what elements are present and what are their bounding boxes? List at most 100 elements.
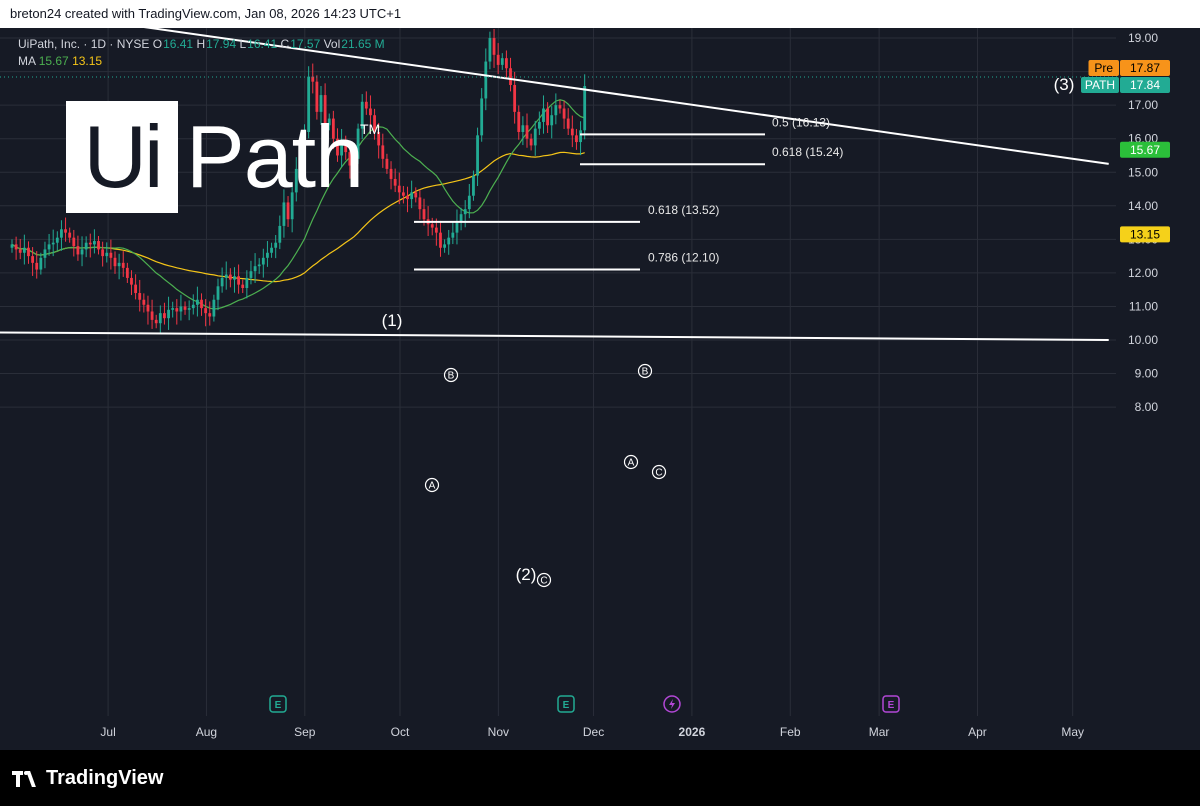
logo-wordmark: Path [186, 107, 364, 206]
chart-legend: UiPath, Inc. · 1D · NYSE O16.41 H17.94 L… [18, 36, 385, 70]
symbol-name[interactable]: UiPath, Inc. · 1D · NYSE [18, 37, 150, 51]
price-tick-label: 15.00 [1128, 165, 1158, 179]
candle-body [373, 115, 376, 132]
wave-label: C [540, 576, 547, 587]
candle-body [142, 299, 146, 305]
ma-fast-line [11, 99, 585, 310]
time-tick-label: Apr [968, 725, 987, 739]
candle-body [117, 262, 121, 267]
price-tick-label: 8.00 [1135, 400, 1159, 414]
time-tick-label: 2026 [679, 725, 706, 739]
candle-body [344, 142, 348, 153]
candle-body [68, 232, 72, 238]
candle-body [550, 115, 554, 126]
candle-body [439, 232, 442, 248]
candle-body [389, 168, 393, 179]
candle-body [261, 257, 265, 265]
wave-label-circle [623, 454, 639, 470]
high-label: H [196, 37, 206, 51]
price-tick-label: 17.00 [1128, 98, 1158, 112]
candle-body [249, 271, 253, 278]
price-tick-label: 14.00 [1128, 199, 1158, 213]
candle-body [47, 244, 51, 250]
fib-level-label: 0.618 (15.24) [772, 145, 843, 159]
earnings-marker-icon [269, 695, 287, 713]
candle-body [93, 241, 96, 245]
candle-body [101, 249, 105, 257]
candle-body [418, 197, 422, 210]
candle-body [51, 242, 55, 245]
candle-body [64, 229, 67, 233]
candle-body [55, 237, 59, 243]
candle-body [109, 252, 113, 258]
price-badge-label-bg [1081, 76, 1119, 93]
price-tick-label: 12.00 [1128, 266, 1158, 280]
price-badge-label-bg [1088, 59, 1119, 76]
candle-body [406, 195, 409, 200]
credit-bar: breton24 created with TradingView.com, J… [0, 0, 1200, 28]
candle-body [204, 308, 208, 314]
candle-body [505, 58, 508, 69]
candle-body [484, 61, 488, 99]
ma-label[interactable]: MA [18, 54, 36, 68]
candle-body [146, 304, 150, 312]
candle-body [290, 192, 294, 220]
candle-body [377, 131, 381, 146]
earnings-marker-letter: E [275, 700, 282, 711]
candle-body [472, 175, 475, 196]
credit-text: breton24 created with TradingView.com, J… [10, 6, 402, 21]
candle-body [579, 130, 582, 143]
open-label: O [152, 37, 163, 51]
candle-body [369, 108, 372, 116]
candle-body [10, 244, 14, 248]
candle-body [253, 266, 257, 272]
candle-body [220, 277, 224, 287]
candle-body [39, 257, 43, 270]
candle-body [294, 168, 298, 193]
price-tick-label: 11.00 [1129, 299, 1158, 313]
ma-slow-value: 13.15 [72, 54, 103, 68]
candle-body [171, 308, 175, 310]
candle-body [575, 135, 578, 143]
candle-body [311, 76, 315, 82]
candle-body [113, 257, 117, 267]
price-badge-bg [1120, 226, 1170, 243]
wave-label-circle [536, 572, 552, 588]
low-label: L [239, 37, 247, 51]
candle-body [27, 247, 30, 257]
time-tick-label: Jul [100, 725, 115, 739]
candle-body [183, 306, 187, 310]
chart-panel[interactable]: 1.618 (25.92)0.5 (16.13)0.618 (15.24)0.6… [0, 28, 1200, 750]
candle-body [496, 54, 500, 65]
legend-symbol-row: UiPath, Inc. · 1D · NYSE O16.41 H17.94 L… [18, 36, 385, 53]
candle-body [414, 192, 418, 198]
candle-body [134, 284, 137, 294]
candle-body [179, 306, 183, 312]
chart-canvas[interactable]: 1.618 (25.92)0.5 (16.13)0.618 (15.24)0.6… [0, 28, 1200, 750]
tradingview-logo[interactable]: TradingView [12, 766, 163, 790]
candle-body [105, 252, 109, 257]
candle-body [364, 101, 368, 109]
candle-body [84, 242, 88, 250]
candle-body [237, 276, 240, 285]
candle-body [533, 128, 537, 146]
candle-body [583, 86, 587, 131]
wave-label: (1) [382, 311, 403, 330]
candle-body [154, 319, 158, 324]
wave-label: (2) [516, 565, 537, 584]
candle-body [76, 246, 80, 255]
wave-label: B [642, 367, 649, 378]
candle-body [397, 185, 401, 193]
ma-fast-value: 15.67 [38, 54, 69, 68]
candle-body [286, 202, 290, 220]
wave-label: (3) [1054, 75, 1075, 94]
candle-body [257, 264, 261, 267]
candle-body [266, 252, 269, 258]
candle-body [307, 76, 311, 132]
time-tick-label: Sep [294, 725, 316, 739]
time-axis[interactable]: Jul Aug Sep Oct Nov Dec 2026 Feb Mar Apr May [100, 725, 1084, 739]
trendline-resistance [143, 28, 1109, 165]
candle-body [331, 118, 335, 139]
candle-body [130, 277, 133, 285]
uipath-logo: Ui Path TM [66, 101, 446, 213]
